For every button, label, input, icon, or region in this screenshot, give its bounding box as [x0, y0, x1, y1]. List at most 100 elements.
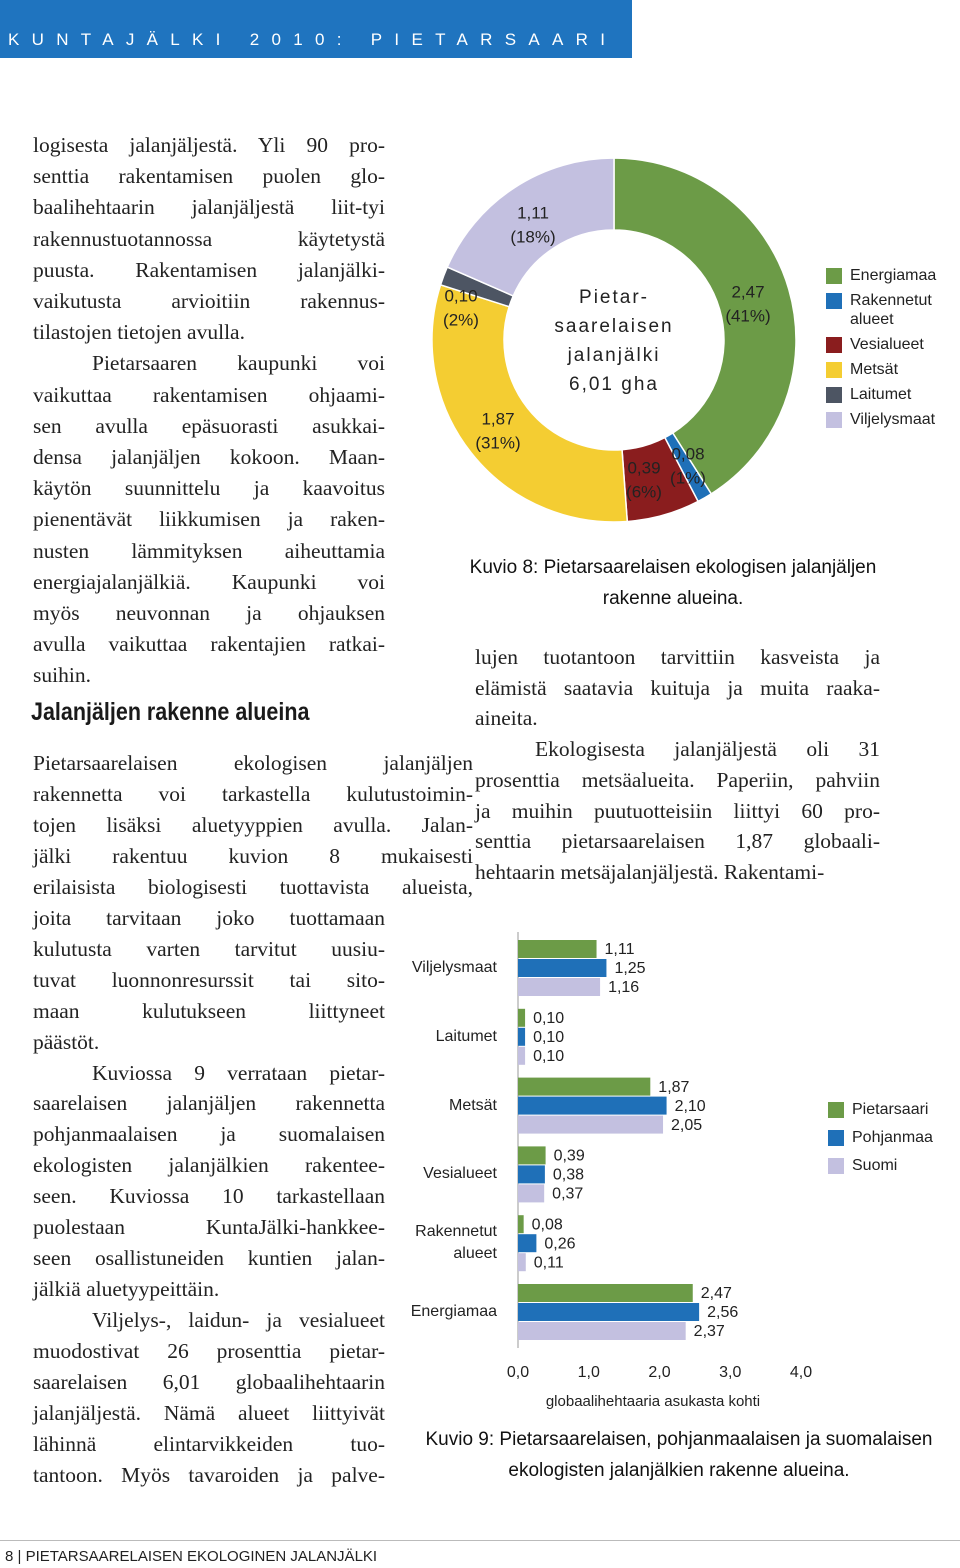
bar — [518, 1046, 526, 1065]
text-line: maan kulutukseen liittyneet — [33, 998, 385, 1023]
header-bar — [0, 0, 632, 58]
text-line: Pietarsaarelaisen ekologisen jalanjäljen — [33, 751, 473, 775]
donut-slice — [446, 157, 615, 297]
share-label: (6%) — [626, 482, 662, 501]
text-line: lujen tuotantoon tarvittiin kasveista ja — [475, 645, 880, 669]
value-label: 2,05 — [671, 1117, 702, 1134]
bar — [518, 1146, 546, 1165]
category-label: Energiamaa — [410, 1303, 497, 1320]
value-label: 0,10 — [444, 286, 477, 305]
legend-item: Pietarsaari — [828, 1100, 952, 1119]
legend-swatch — [828, 1130, 844, 1146]
value-label: 1,87 — [481, 409, 514, 428]
bar — [518, 1096, 667, 1115]
text-line: prosenttia metsäalueita. Paperiin, pahvi… — [475, 767, 880, 792]
value-label: 0,10 — [533, 1010, 564, 1027]
value-label: 0,39 — [627, 458, 660, 477]
legend-label: Vesialueet — [850, 336, 924, 353]
legend-item: Vesialueet — [826, 335, 950, 354]
value-label: 0,11 — [534, 1254, 564, 1271]
text-line: senttia pietarsaarelaisen 1,87 globaali- — [475, 829, 880, 854]
value-label: 1,25 — [614, 960, 645, 977]
category-label: Laitumet — [435, 1027, 497, 1045]
text-line: seen osallistuneiden kuntien jalan- — [33, 1246, 385, 1271]
bar — [518, 1115, 664, 1134]
center-label: 6,01 gha — [569, 374, 659, 395]
value-label: 1,11 — [517, 203, 549, 222]
text-line: lähinnä elintarvikkeiden tuo- — [33, 1431, 385, 1456]
caption: Kuvio 8: Pietarsaarelaisen ekologisen ja… — [469, 557, 877, 578]
value-label: 2,10 — [675, 1098, 706, 1115]
value-label: 0,08 — [671, 444, 704, 463]
text-line: ekologisten jalanjälkien rakentee- — [33, 1153, 385, 1178]
bar — [518, 940, 597, 958]
text-line: pienentävät liikkumisen ja raken- — [33, 507, 385, 532]
legend-label: Laitumet — [850, 386, 912, 403]
text-line: aineita. — [475, 706, 538, 731]
footer-rule — [0, 1540, 960, 1541]
legend-item: Energiamaa — [826, 266, 950, 285]
legend-label: Rakennetut alueet — [850, 292, 932, 328]
bar — [518, 1284, 693, 1302]
text-line: vaikutusta arvioitiin rakennus- — [33, 289, 385, 313]
legend-item: Pohjanmaa — [828, 1128, 952, 1147]
value-label: 1,11 — [605, 941, 635, 958]
text-line: senttia rakentamisen puolen glo- — [33, 164, 385, 189]
text-line: tilastojen tietojen avulla. — [33, 320, 245, 345]
text-line: elämistä saatavia kuituja ja muita raaka… — [475, 675, 880, 700]
category-label: Rakennetut alueet — [415, 1223, 497, 1263]
text-line: hehtaarin metsäjalanjäljestä. Rakentami- — [475, 859, 825, 884]
value-label: 1,16 — [608, 979, 639, 996]
legend-item: Suomi — [828, 1156, 952, 1175]
share-label: (31%) — [475, 433, 520, 452]
legend-swatch — [826, 412, 842, 428]
x-tick-label: 3,0 — [719, 1364, 741, 1381]
legend-label: Pohjanmaa — [852, 1129, 933, 1146]
text-line: ja muihin puutuotteisiin liittyi 60 pro- — [475, 798, 880, 823]
bar — [518, 1215, 524, 1234]
value-label: 2,37 — [694, 1323, 725, 1340]
text-line: jälki rakentuu kuvion 8 mukaisesti — [33, 843, 473, 868]
x-tick-label: 1,0 — [578, 1364, 600, 1381]
legend-swatch — [826, 387, 842, 403]
center-label: jalanjälki — [567, 345, 661, 366]
legend-swatch — [826, 362, 842, 378]
legend-swatch — [828, 1102, 844, 1118]
legend-swatch — [828, 1158, 844, 1174]
text-line: puolestaan KuntaJälki-hankkee- — [33, 1215, 385, 1240]
value-label: 0,10 — [533, 1048, 564, 1065]
text-line: nusten lämmityksen aiheuttamia — [33, 538, 385, 563]
footer: 8 | PIETARSAARELAISEN EKOLOGINEN JALANJÄ… — [5, 1548, 378, 1565]
text-line: Ekologisesta jalanjäljestä oli 31 — [535, 737, 880, 762]
legend-swatch — [826, 268, 842, 284]
text-line: logisesta jalanjäljestä. Yli 90 pro- — [33, 133, 385, 157]
text-line: erilaisista biologisesti tuottavista alu… — [33, 874, 473, 899]
text-line: energiajalanjälkiä. Kaupunki voi — [33, 569, 385, 594]
category-label: Metsät — [448, 1096, 497, 1114]
share-label: (18%) — [510, 227, 555, 246]
text-line: kulutusta varten tarvitut uusiu- — [33, 936, 385, 961]
bar — [518, 1253, 526, 1272]
caption: ekologisten jalanjälkien rakenne alueina… — [508, 1460, 850, 1481]
caption: rakenne alueina. — [602, 588, 744, 609]
value-label: 0,37 — [552, 1186, 583, 1203]
text-line: saarelaisen jalanjäljen rakennetta — [33, 1091, 385, 1116]
text-line: seen. Kuviossa 10 tarkastellaan — [33, 1184, 385, 1209]
legend-label: Energiamaa — [850, 267, 937, 284]
category-label: Vesialueet — [423, 1165, 497, 1183]
category-label: Viljelysmaat — [411, 959, 497, 976]
value-label: 0,39 — [554, 1148, 585, 1165]
value-label: 2,56 — [707, 1304, 738, 1321]
legend: Energiamaa Rakennetut alueet Vesialueet Met… — [826, 266, 950, 435]
bar — [518, 1008, 526, 1027]
share-label: (1%) — [670, 468, 706, 487]
center-label: Pietar- — [579, 287, 649, 308]
text-line: Viljelys-, laidun- ja vesialueet — [92, 1308, 385, 1333]
text-line: sen avulla epäsuorasti asukkai- — [33, 413, 385, 438]
text-line: Pietarsaaren kaupunki voi — [92, 351, 385, 376]
legend-swatch — [826, 337, 842, 353]
bar — [518, 1165, 545, 1184]
legend-label: Suomi — [852, 1157, 898, 1174]
